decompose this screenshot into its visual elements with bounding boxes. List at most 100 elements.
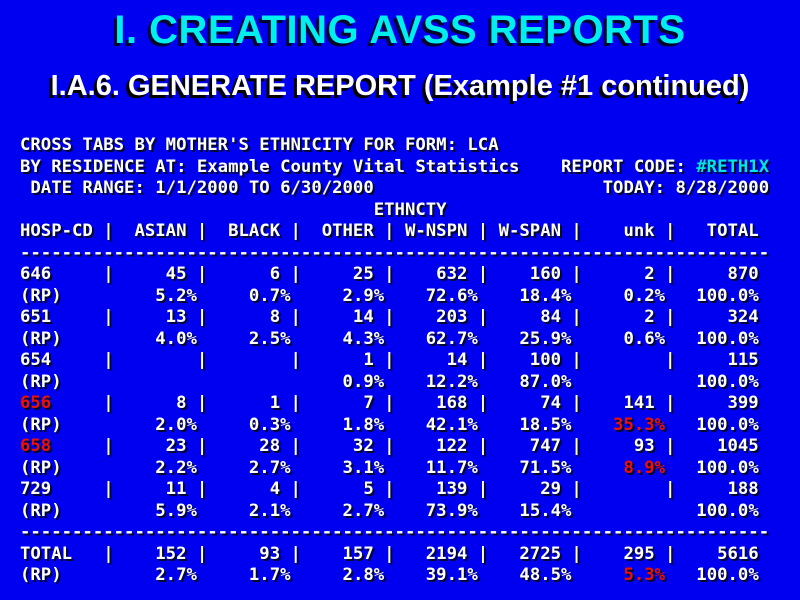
hospital-percent-line: (RP) 4.0% 2.5% 4.3% 62.7% 25.9% 0.6% 100… [20, 329, 769, 351]
row-percent: 4.3% [300, 328, 395, 349]
separator-line: ----------------------------------------… [20, 243, 769, 265]
row-percent: 0.3% [207, 414, 301, 435]
row-percent: 4.0% [113, 328, 208, 349]
row-percent: 39.1% [394, 565, 489, 585]
row-percent: 2.8% [300, 565, 395, 585]
hospital-percent-line: (RP) 2.2% 2.7% 3.1% 11.7% 71.5% 8.9% 100… [20, 458, 769, 480]
row-label: 656 [20, 393, 104, 413]
slide-title: I. CREATING AVSS REPORTS [114, 8, 686, 52]
row-percent: 15.4% [488, 500, 582, 521]
row-percent: 1.7% [207, 565, 301, 585]
row-percent: 3.1% [300, 457, 395, 478]
row-label: TOTAL [20, 543, 104, 564]
row-percent: 100.0% [675, 565, 759, 585]
row-percent: 100.0% [675, 500, 759, 521]
row-counts: | 11 | 4 | 5 | 139 | 29 | | 188 [103, 479, 759, 499]
report-meta-line: ETHNCTY [20, 200, 769, 222]
row-percent: 1.8% [300, 414, 395, 435]
group-header-ethncty: ETHNCTY [20, 199, 447, 220]
row-counts: | 152 | 93 | 157 | 2194 | 2725 | 295 | 5… [103, 543, 759, 564]
row-percent: 5.2% [113, 285, 208, 306]
row-percent: 2.2% [113, 457, 208, 478]
row-label: 646 [20, 264, 104, 284]
row-label: 729 [20, 479, 104, 499]
hospital-count-line: 654 | | | 1 | 14 | 100 | | 115 [20, 350, 769, 372]
row-percent: 12.2% [394, 371, 489, 392]
row-percent-label: (RP) [20, 414, 114, 435]
row-percent: 2.7% [113, 565, 208, 585]
hospital-count-line: 656 | 8 | 1 | 7 | 168 | 74 | 141 | 399 [20, 393, 769, 415]
row-percent [207, 372, 301, 392]
row-percent [582, 372, 676, 392]
row-counts: | 45 | 6 | 25 | 632 | 160 | 2 | 870 [103, 264, 759, 284]
row-percent: 8.9% [581, 457, 676, 478]
row-percent: 87.0% [488, 371, 582, 392]
report-text-block: CROSS TABS BY MOTHER'S ETHNICITY FOR FOR… [20, 135, 769, 587]
row-percent-label: (RP) [20, 328, 114, 349]
report-meta-line: BY RESIDENCE AT: Example County Vital St… [20, 157, 769, 179]
row-percent-label: (RP) [20, 371, 114, 392]
text-segment: DATE RANGE: 1/1/2000 TO 6/30/2000 TODAY:… [20, 178, 770, 198]
row-percent: 100.0% [675, 328, 759, 349]
text-segment: CROSS TABS BY MOTHER'S ETHNICITY FOR FOR… [20, 135, 499, 155]
row-percent-label: (RP) [20, 457, 114, 478]
separator-dashes: ----------------------------------------… [20, 522, 770, 542]
row-percent: 2.1% [207, 500, 301, 521]
row-percent: 0.2% [581, 285, 676, 306]
row-percent: 2.7% [207, 457, 301, 478]
row-percent-label: (RP) [20, 500, 114, 521]
row-percent: 100.0% [675, 457, 759, 478]
row-percent: 71.5% [488, 457, 582, 478]
slide: I. CREATING AVSS REPORTS I.A.6. GENERATE… [0, 8, 800, 600]
hospital-count-line: 658 | 23 | 28 | 32 | 122 | 747 | 93 | 10… [20, 436, 769, 458]
row-percent: 5.9% [113, 500, 208, 521]
total-count-line: TOTAL | 152 | 93 | 157 | 2194 | 2725 | 2… [20, 544, 769, 566]
row-percent: 100.0% [675, 371, 759, 392]
report-meta-line: DATE RANGE: 1/1/2000 TO 6/30/2000 TODAY:… [20, 178, 769, 200]
hospital-percent-line: (RP) 2.0% 0.3% 1.8% 42.1% 18.5% 35.3% 10… [20, 415, 769, 437]
row-counts: | 8 | 1 | 7 | 168 | 74 | 141 | 399 [103, 393, 759, 413]
row-percent: 5.3% [581, 565, 676, 585]
slide-subtitle: I.A.6. GENERATE REPORT (Example #1 conti… [50, 70, 750, 102]
column-header-line: HOSP-CD | ASIAN | BLACK | OTHER | W-NSPN… [20, 221, 769, 243]
row-counts: | 13 | 8 | 14 | 203 | 84 | 2 | 324 [103, 307, 759, 327]
total-percent-line: (RP) 2.7% 1.7% 2.8% 39.1% 48.5% 5.3% 100… [20, 565, 769, 587]
hospital-percent-line: (RP) 0.9% 12.2% 87.0% 100.0% [20, 372, 769, 394]
row-percent: 25.9% [488, 328, 582, 349]
hospital-count-line: 729 | 11 | 4 | 5 | 139 | 29 | | 188 [20, 479, 769, 501]
row-percent: 100.0% [675, 285, 759, 306]
row-percent: 73.9% [394, 500, 489, 521]
row-counts: | | | 1 | 14 | 100 | | 115 [103, 350, 759, 370]
column-headers: HOSP-CD | ASIAN | BLACK | OTHER | W-NSPN… [20, 221, 759, 241]
row-percent: 2.0% [113, 414, 208, 435]
row-percent: 0.6% [581, 328, 676, 349]
row-label: 658 [20, 436, 104, 456]
report-meta-line: CROSS TABS BY MOTHER'S ETHNICITY FOR FOR… [20, 135, 769, 157]
row-percent: 2.9% [300, 285, 395, 306]
hospital-percent-line: (RP) 5.2% 0.7% 2.9% 72.6% 18.4% 0.2% 100… [20, 286, 769, 308]
separator-dashes: ----------------------------------------… [20, 242, 770, 263]
row-percent [582, 501, 676, 521]
row-percent: 2.7% [300, 500, 395, 521]
row-percent: 35.3% [581, 414, 676, 435]
row-percent: 48.5% [488, 565, 582, 585]
row-percent: 100.0% [675, 414, 759, 435]
row-percent: 62.7% [394, 328, 489, 349]
row-percent: 2.5% [207, 328, 301, 349]
row-percent: 0.9% [300, 371, 395, 392]
row-label: 654 [20, 350, 104, 370]
row-percent: 0.7% [207, 285, 301, 306]
text-segment: BY RESIDENCE AT: Example County Vital St… [20, 156, 697, 177]
row-percent-label: (RP) [20, 285, 114, 306]
row-percent: 72.6% [394, 285, 489, 306]
row-percent-label: (RP) [20, 565, 114, 585]
row-percent: 18.5% [488, 414, 582, 435]
row-percent: 42.1% [394, 414, 489, 435]
hospital-count-line: 651 | 13 | 8 | 14 | 203 | 84 | 2 | 324 [20, 307, 769, 329]
row-percent: 11.7% [394, 457, 489, 478]
row-counts: | 23 | 28 | 32 | 122 | 747 | 93 | 1045 [103, 436, 759, 456]
hospital-percent-line: (RP) 5.9% 2.1% 2.7% 73.9% 15.4% 100.0% [20, 501, 769, 523]
separator-line: ----------------------------------------… [20, 522, 769, 544]
report-code: #RETH1X [696, 156, 770, 177]
row-label: 651 [20, 307, 104, 327]
